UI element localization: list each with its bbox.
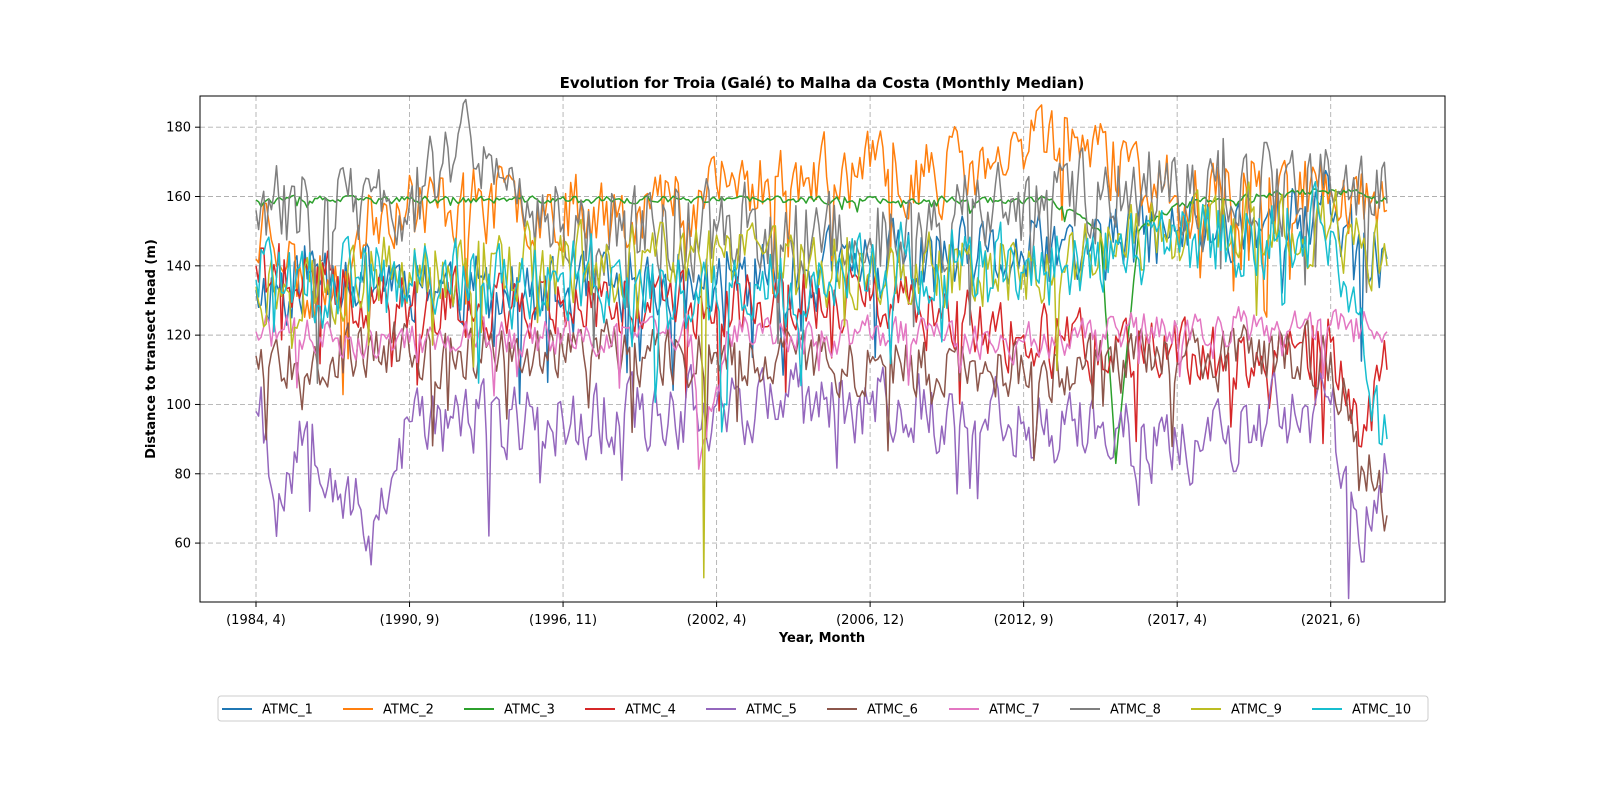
y-tick-label: 160 [166, 190, 191, 205]
legend-label: ATMC_8 [1110, 703, 1161, 718]
x-tick-label: (2002, 4) [687, 613, 747, 628]
series-line-atmc-4 [255, 243, 1388, 448]
y-tick-label: 60 [174, 537, 191, 552]
y-tick-label: 100 [166, 398, 191, 413]
x-tick-label: (2006, 12) [836, 613, 904, 628]
x-tick-label: (2021, 6) [1301, 613, 1361, 628]
series-line-atmc-6 [255, 318, 1388, 532]
series-line-atmc-2 [255, 104, 1388, 396]
legend-label: ATMC_10 [1352, 703, 1411, 718]
chart-title: Evolution for Troia (Galé) to Malha da C… [560, 74, 1085, 92]
legend-label: ATMC_9 [1231, 703, 1282, 718]
legend-label: ATMC_2 [383, 703, 434, 718]
legend-label: ATMC_3 [504, 703, 555, 718]
plot-frame [199, 95, 1446, 603]
x-tick-label: (1990, 9) [380, 613, 440, 628]
series-line-atmc-9 [255, 181, 1388, 579]
series-lines [255, 98, 1388, 600]
series-line-atmc-8 [255, 98, 1388, 384]
y-tick-label: 80 [174, 467, 191, 482]
x-axis-title: Year, Month [778, 631, 865, 646]
legend-label: ATMC_5 [746, 703, 797, 718]
series-line-atmc-10 [255, 180, 1388, 446]
x-tick-label: (1984, 4) [226, 613, 286, 628]
legend-frame [217, 695, 1429, 722]
axes: 60 80 100 120 140 160 180 (1984, 4) (1990, 9) (19… [166, 121, 1360, 628]
legend-label: ATMC_7 [989, 703, 1040, 718]
legend-label: ATMC_1 [262, 703, 313, 718]
x-tick-label: (2017, 4) [1147, 613, 1207, 628]
x-tick-label: (1996, 11) [529, 613, 597, 628]
x-tick-label: (2012, 9) [994, 613, 1054, 628]
legend: ATMC_1 ATMC_2 ATMC_3 ATMC_4 ATMC_5 ATMC_6 ATMC… [217, 695, 1429, 722]
series-line-atmc-5 [255, 362, 1388, 600]
legend-label: ATMC_4 [625, 703, 676, 718]
series-line-atmc-7 [255, 306, 1388, 470]
y-axis-title: Distance to transect head (m) [144, 239, 159, 459]
legend-label: ATMC_6 [867, 703, 918, 718]
y-tick-label: 140 [166, 259, 191, 274]
y-tick-label: 120 [166, 329, 191, 344]
y-tick-label: 180 [166, 121, 191, 136]
